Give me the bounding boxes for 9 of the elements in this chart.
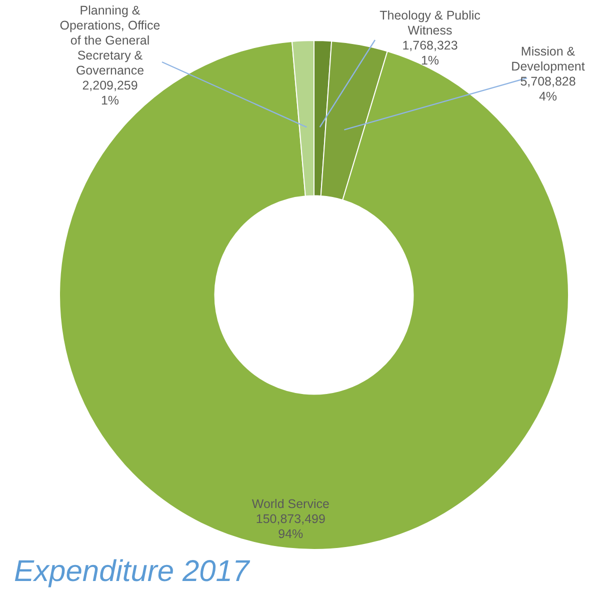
data-label: 1,768,323 1% xyxy=(402,38,458,68)
data-label: 150,873,499 94% xyxy=(256,512,326,541)
slice-label: Planning & Operations, Office of the General Secretary & Governance xyxy=(60,4,160,78)
slice-label: World Service xyxy=(252,496,330,511)
data-label: 2,209,259 1% xyxy=(82,78,138,108)
slice-label: Mission & Development xyxy=(511,44,586,74)
slice-label: Theology & Public Witness xyxy=(380,8,480,38)
data-label: 5,708,828 4% xyxy=(520,74,576,104)
text: Expenditure 2017 xyxy=(14,555,250,589)
